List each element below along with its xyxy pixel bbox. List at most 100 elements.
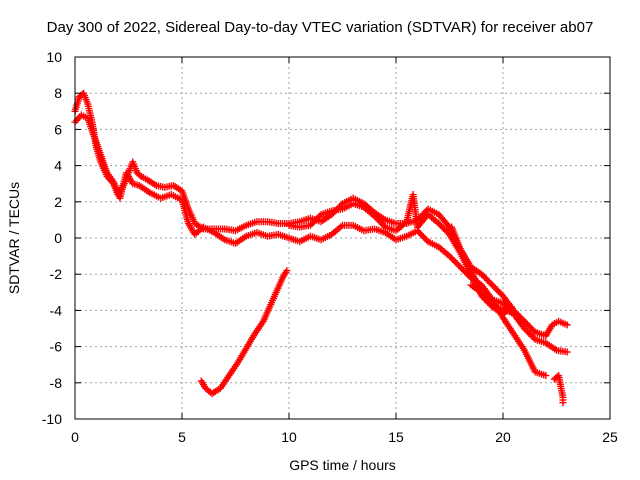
data-point (507, 307, 515, 315)
y-tick-label: -8 (50, 375, 63, 391)
data-point (456, 263, 464, 271)
data-point (482, 275, 490, 283)
series-isolated-arc (197, 267, 291, 398)
series-main-mid (285, 191, 518, 318)
data-point (418, 231, 426, 239)
y-tick-label: 10 (46, 49, 62, 65)
data-point (523, 328, 531, 336)
data-point (314, 214, 322, 222)
data-point (450, 257, 458, 265)
series-main-upper (71, 89, 516, 318)
data-point (530, 334, 538, 342)
data-point (453, 260, 461, 268)
x-tick-label: 10 (281, 429, 297, 445)
data-point (528, 325, 536, 333)
data-point (446, 252, 453, 260)
data-point (455, 261, 463, 269)
y-tick-label: -10 (42, 411, 62, 427)
data-point (375, 217, 383, 225)
data-point (439, 224, 447, 232)
y-tick-label: -2 (50, 266, 63, 282)
data-point (478, 270, 486, 278)
y-tick-label: 0 (54, 230, 62, 246)
data-point (487, 280, 495, 288)
data-point (484, 298, 492, 306)
data-point (371, 212, 379, 220)
data-point (423, 236, 431, 244)
data-point (420, 233, 428, 241)
data-point (136, 171, 144, 179)
data-point (479, 272, 487, 280)
data-point (311, 217, 319, 225)
y-tick-label: -6 (50, 339, 63, 355)
x-tick-label: 15 (388, 429, 404, 445)
data-point (525, 329, 533, 337)
chart-title: Day 300 of 2022, Sidereal Day-to-day VTE… (46, 19, 594, 36)
data-point (522, 326, 530, 334)
data-point (447, 254, 455, 262)
data-point (559, 399, 567, 407)
data-point (542, 372, 550, 380)
data-point (501, 301, 509, 309)
data-point (380, 222, 388, 230)
data-point (442, 227, 450, 235)
data-point (449, 255, 457, 263)
data-points (71, 89, 571, 407)
data-point (435, 220, 443, 228)
data-point (485, 300, 493, 308)
data-point (308, 220, 316, 228)
data-point (481, 273, 489, 281)
data-point (452, 258, 460, 266)
x-tick-label: 0 (71, 429, 79, 445)
data-point (441, 226, 449, 234)
data-point (444, 222, 452, 230)
data-point (316, 212, 324, 220)
data-point (499, 299, 507, 307)
data-point (378, 220, 386, 228)
data-point (493, 286, 501, 294)
data-point (416, 230, 424, 238)
axis-ticks: 0 5 10 15 20 25 -10 -8 -6 -4 -2 0 2 4 6 8 10 (42, 49, 618, 445)
series-late-lower (467, 281, 571, 356)
x-tick-label: 25 (602, 429, 618, 445)
y-tick-label: 4 (54, 158, 62, 174)
data-point (496, 289, 504, 297)
data-point (527, 331, 535, 339)
data-point (502, 302, 510, 310)
data-point (436, 221, 444, 229)
x-tick-label: 20 (495, 429, 511, 445)
x-axis-label: GPS time / hours (289, 457, 396, 473)
data-point (309, 218, 317, 226)
data-point (374, 215, 382, 223)
y-tick-label: 8 (54, 85, 62, 101)
data-point (530, 327, 538, 335)
data-point (504, 304, 512, 312)
data-point (372, 214, 380, 222)
data-point (485, 278, 493, 286)
data-point (484, 276, 492, 284)
data-point (505, 305, 513, 313)
y-axis-label: SDTVAR / TECUs (6, 182, 22, 294)
data-point (458, 265, 466, 273)
y-tick-label: 2 (54, 194, 62, 210)
data-point (306, 221, 314, 229)
data-point (377, 218, 385, 226)
data-point (491, 284, 499, 292)
data-point (283, 267, 291, 275)
data-point (313, 215, 321, 223)
x-tick-label: 5 (178, 429, 186, 445)
series-late-upper (448, 223, 571, 340)
data-point (527, 323, 535, 331)
y-tick-label: -4 (50, 302, 63, 318)
series-late-tail (550, 372, 567, 407)
data-point (528, 332, 536, 340)
data-point (488, 281, 496, 289)
data-point (494, 287, 502, 295)
data-point (438, 223, 446, 231)
data-point (487, 301, 495, 309)
data-point (563, 321, 571, 329)
data-point (520, 325, 528, 332)
data-point (525, 322, 533, 330)
series-main-lower (71, 111, 550, 380)
